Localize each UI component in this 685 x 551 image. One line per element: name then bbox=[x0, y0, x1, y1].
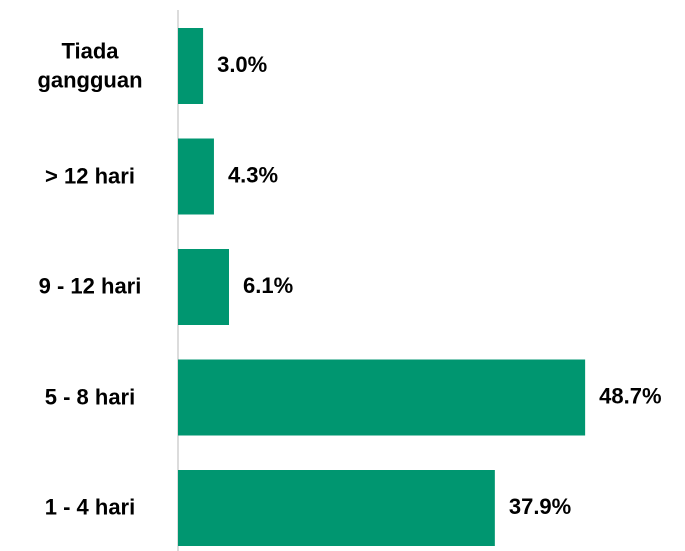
category-label: Tiada gangguan bbox=[37, 38, 143, 92]
bar bbox=[178, 470, 495, 546]
bar bbox=[178, 138, 214, 215]
value-label: 48.7% bbox=[599, 383, 661, 408]
bar bbox=[178, 28, 204, 104]
bar bbox=[178, 359, 586, 436]
value-label: 6.1% bbox=[243, 273, 293, 298]
category-label: > 12 hari bbox=[45, 163, 135, 189]
value-label: 4.3% bbox=[228, 162, 278, 187]
category-label: 1 - 4 hari bbox=[44, 494, 136, 520]
value-label: 3.0% bbox=[217, 52, 267, 77]
category-label: 9 - 12 hari bbox=[38, 273, 142, 299]
category-label: 5 - 8 hari bbox=[44, 384, 136, 410]
bar bbox=[178, 249, 229, 325]
value-label: 37.9% bbox=[509, 494, 571, 519]
